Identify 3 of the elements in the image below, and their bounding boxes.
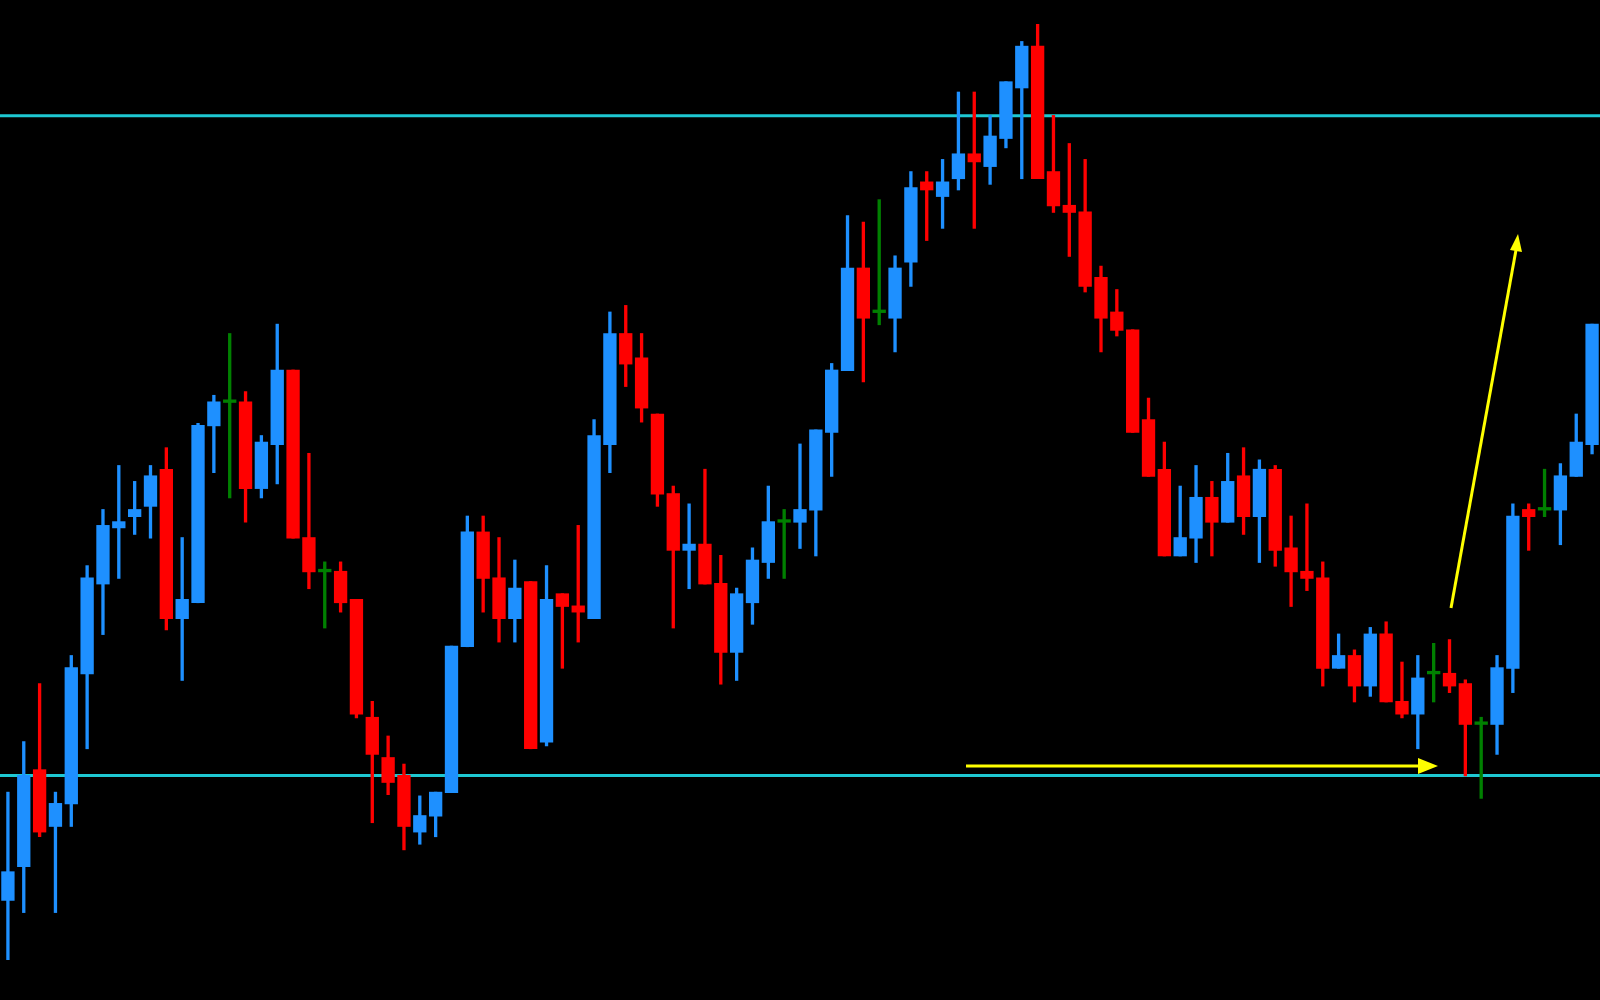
candlestick [777, 509, 791, 579]
candlestick [1, 791, 15, 960]
candlestick [682, 503, 696, 590]
